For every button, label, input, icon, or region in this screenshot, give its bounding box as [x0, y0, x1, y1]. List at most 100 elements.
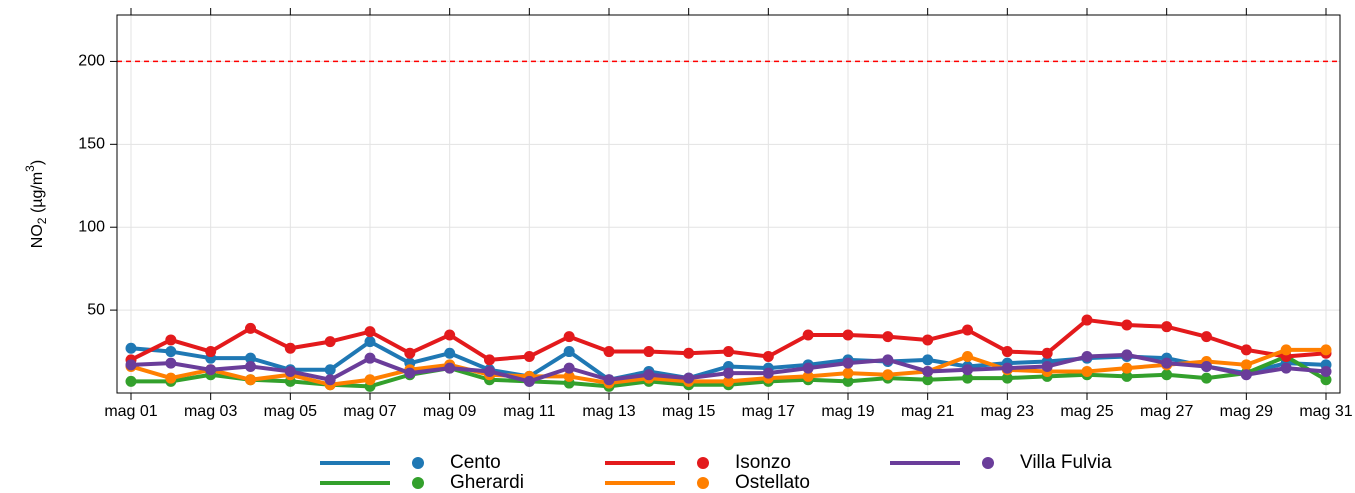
- data-point: [484, 365, 495, 377]
- data-point: [1121, 349, 1133, 361]
- data-point: [245, 322, 256, 334]
- data-point: [523, 375, 535, 387]
- data-point: [284, 342, 296, 354]
- data-point: [762, 367, 774, 379]
- x-tick-label: mag 03: [184, 403, 237, 420]
- data-point: [1001, 346, 1013, 358]
- data-point: [603, 374, 615, 386]
- data-point: [205, 364, 217, 376]
- y-label-sub: 2: [35, 217, 49, 224]
- y-label-part: ): [29, 160, 46, 165]
- data-point: [404, 347, 416, 359]
- legend-marker: [697, 477, 709, 489]
- data-point: [1121, 319, 1133, 331]
- data-point: [205, 346, 217, 358]
- data-point: [723, 346, 734, 358]
- data-point: [1001, 372, 1013, 384]
- x-tick-label: mag 17: [742, 403, 795, 420]
- data-point: [245, 374, 256, 386]
- data-point: [324, 374, 336, 386]
- x-tick-label: mag 09: [423, 403, 476, 420]
- data-point: [364, 326, 376, 338]
- data-point: [842, 375, 854, 387]
- data-point: [1320, 365, 1332, 377]
- data-point: [245, 352, 256, 364]
- x-tick-label: mag 07: [343, 403, 396, 420]
- data-point: [762, 351, 774, 363]
- data-point: [922, 365, 934, 377]
- x-tick-label: mag 29: [1220, 403, 1273, 420]
- data-point: [683, 347, 695, 359]
- data-point: [1280, 344, 1292, 356]
- data-point: [1240, 369, 1252, 381]
- data-point: [922, 354, 934, 366]
- y-label-part: NO: [29, 224, 46, 248]
- data-point: [1121, 370, 1133, 382]
- data-point: [484, 354, 495, 366]
- data-point: [922, 334, 934, 346]
- data-point: [683, 372, 695, 384]
- plot-frame: [116, 14, 1341, 394]
- data-point: [444, 329, 456, 341]
- data-point: [882, 369, 894, 381]
- data-point: [802, 362, 814, 374]
- data-point: [1161, 369, 1173, 381]
- data-point: [1041, 347, 1053, 359]
- data-point: [1280, 362, 1292, 374]
- data-point: [364, 352, 376, 364]
- data-point: [245, 360, 256, 372]
- data-point: [523, 351, 535, 363]
- data-point: [842, 367, 854, 379]
- x-tick-label: mag 19: [821, 403, 874, 420]
- data-point: [962, 351, 973, 363]
- x-tick-label: mag 11: [503, 403, 555, 420]
- data-point: [165, 346, 177, 358]
- x-tick-label: mag 13: [582, 403, 635, 420]
- y-tick-label: 200: [78, 53, 105, 70]
- y-tick-label: 100: [78, 218, 105, 235]
- y-tick-label: 150: [78, 136, 105, 153]
- data-point: [802, 370, 814, 382]
- legend-marker: [412, 457, 424, 469]
- data-point: [1001, 362, 1013, 374]
- x-tick-label: mag 25: [1060, 403, 1113, 420]
- data-point: [324, 364, 336, 376]
- x-tick-label: mag 01: [104, 403, 157, 420]
- legend-marker: [697, 457, 709, 469]
- data-point: [1320, 344, 1332, 356]
- data-point: [125, 375, 137, 387]
- data-point: [962, 372, 973, 384]
- legend-label: Gherardi: [450, 472, 524, 493]
- legend-label: Isonzo: [735, 452, 791, 473]
- x-tick-label: mag 15: [662, 403, 715, 420]
- data-point: [1201, 360, 1212, 372]
- data-point: [563, 331, 575, 343]
- data-point: [1081, 365, 1093, 377]
- data-point: [444, 347, 456, 359]
- data-point: [603, 346, 615, 358]
- y-label-sup: 3: [23, 165, 37, 172]
- data-point: [1121, 362, 1133, 374]
- data-point: [842, 357, 854, 369]
- data-point: [882, 354, 894, 366]
- data-point: [842, 329, 854, 341]
- data-point: [324, 336, 336, 348]
- data-point: [882, 331, 894, 343]
- legend-label: Cento: [450, 452, 501, 473]
- x-tick-label: mag 21: [901, 403, 954, 420]
- data-point: [404, 367, 416, 379]
- data-point: [284, 365, 296, 377]
- data-point: [922, 374, 934, 386]
- data-point: [125, 342, 137, 354]
- data-point: [723, 367, 734, 379]
- y-tick-label: 50: [87, 301, 105, 318]
- data-point: [1240, 359, 1252, 371]
- data-point: [165, 334, 177, 346]
- data-point: [364, 374, 376, 386]
- data-point: [1161, 321, 1173, 333]
- data-point: [643, 369, 655, 381]
- data-point: [643, 346, 655, 358]
- legend-marker: [412, 477, 424, 489]
- data-point: [1201, 331, 1212, 343]
